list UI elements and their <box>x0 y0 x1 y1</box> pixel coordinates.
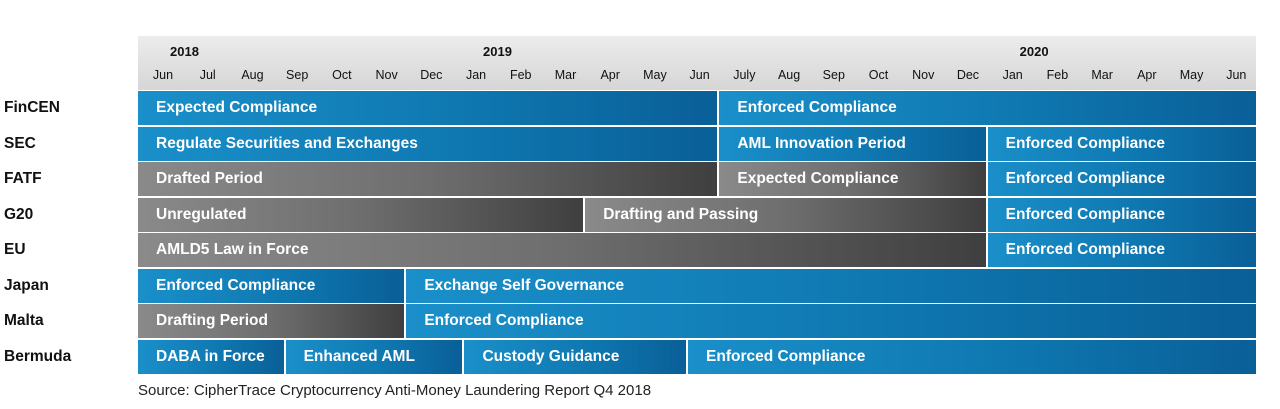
row-label-sec: SEC <box>4 134 36 152</box>
month-label: Aug <box>241 68 264 82</box>
timeline-segment: Enforced Compliance <box>987 162 1256 196</box>
timeline-segment: AML Innovation Period <box>719 126 986 161</box>
month-label: Apr <box>1137 68 1157 82</box>
month-label: Dec <box>956 68 980 82</box>
source-note: Source: CipherTrace Cryptocurrency Anti-… <box>138 382 652 399</box>
month-label: Oct <box>332 68 352 82</box>
timeline-segment: AMLD5 Law in Force <box>138 233 986 267</box>
row-label-bermuda: Bermuda <box>4 347 72 365</box>
month-label: May <box>1179 68 1204 82</box>
month-label: Nov <box>375 68 398 82</box>
timeline-segment: DABA in Force <box>138 339 284 374</box>
month-label: Jun <box>1226 68 1247 82</box>
timeline-segment: Enforced Compliance <box>406 304 1256 338</box>
row-label-fincen: FinCEN <box>4 99 60 116</box>
timeline-segment: Custody Guidance <box>464 339 687 374</box>
month-label: Oct <box>868 68 889 82</box>
month-label: Apr <box>600 68 620 82</box>
row-label-malta: Malta <box>4 312 44 329</box>
month-label: July <box>733 68 756 82</box>
month-label: Jan <box>465 68 487 82</box>
month-label: Mar <box>554 68 577 82</box>
timeline-segment: Unregulated <box>138 197 584 232</box>
year-label-2018: 2018 <box>170 44 199 59</box>
month-label: May <box>643 68 667 82</box>
row-label-japan: Japan <box>4 276 49 294</box>
month-label: Dec <box>420 68 443 82</box>
timeline-segment: Drafting and Passing <box>585 197 986 232</box>
row-label-fatf: FATF <box>4 170 42 187</box>
year-label-2019: 2019 <box>483 44 512 59</box>
month-label: Feb <box>1046 68 1069 82</box>
month-label: Jun <box>152 68 174 82</box>
timeline-segment: Enforced Compliance <box>987 126 1256 161</box>
timeline-header <box>138 36 1256 90</box>
month-label: Jun <box>689 68 710 82</box>
timeline-segment: Expected Compliance <box>138 91 718 125</box>
timeline-segment: Drafted Period <box>138 162 718 196</box>
timeline-segment: Enforced Compliance <box>688 339 1256 374</box>
month-label: Nov <box>912 68 935 82</box>
month-label: Mar <box>1091 68 1113 82</box>
timeline-segment: Enforced Compliance <box>138 268 405 303</box>
timeline-segment: Enforced Compliance <box>987 197 1256 232</box>
row-label-eu: EU <box>4 241 26 258</box>
month-label: Jan <box>1002 68 1023 82</box>
month-label: Jul <box>199 68 216 82</box>
timeline-segment: Enforced Compliance <box>987 233 1256 267</box>
timeline-segment: Drafting Period <box>138 304 405 338</box>
month-label: Sep <box>822 68 845 82</box>
row-label-g20: G20 <box>4 205 34 223</box>
month-label: Aug <box>777 68 801 82</box>
year-label-2020: 2020 <box>1019 44 1049 59</box>
timeline-segment: Regulate Securities and Exchanges <box>138 126 718 161</box>
timeline-segment: Enforced Compliance <box>719 91 1256 125</box>
timeline-segment: Expected Compliance <box>719 162 986 196</box>
timeline-segment: Enhanced AML <box>285 339 463 374</box>
month-label: Feb <box>509 68 532 82</box>
timeline-segment: Exchange Self Governance <box>406 268 1256 303</box>
month-label: Sep <box>286 68 309 82</box>
